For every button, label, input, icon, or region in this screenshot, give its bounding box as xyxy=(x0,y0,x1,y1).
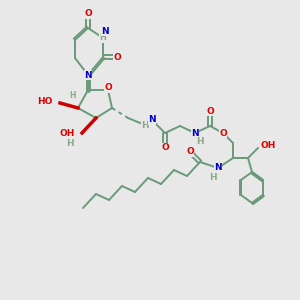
Text: N: N xyxy=(101,26,109,35)
Text: N: N xyxy=(191,128,199,137)
Text: O: O xyxy=(113,52,121,62)
Text: O: O xyxy=(219,128,227,137)
Text: H: H xyxy=(66,139,74,148)
Text: OH: OH xyxy=(60,130,75,139)
Text: N: N xyxy=(148,116,156,124)
Text: N: N xyxy=(84,70,92,80)
Text: H: H xyxy=(196,137,204,146)
Text: N: N xyxy=(214,164,222,172)
Text: O: O xyxy=(104,83,112,92)
Text: H: H xyxy=(100,34,106,43)
Text: H: H xyxy=(70,91,76,100)
Text: O: O xyxy=(161,143,169,152)
Text: O: O xyxy=(186,148,194,157)
Text: OH: OH xyxy=(260,140,276,149)
Text: O: O xyxy=(84,10,92,19)
Text: H: H xyxy=(209,173,217,182)
Text: HO: HO xyxy=(38,97,53,106)
Text: O: O xyxy=(206,106,214,116)
Text: H: H xyxy=(141,121,149,130)
